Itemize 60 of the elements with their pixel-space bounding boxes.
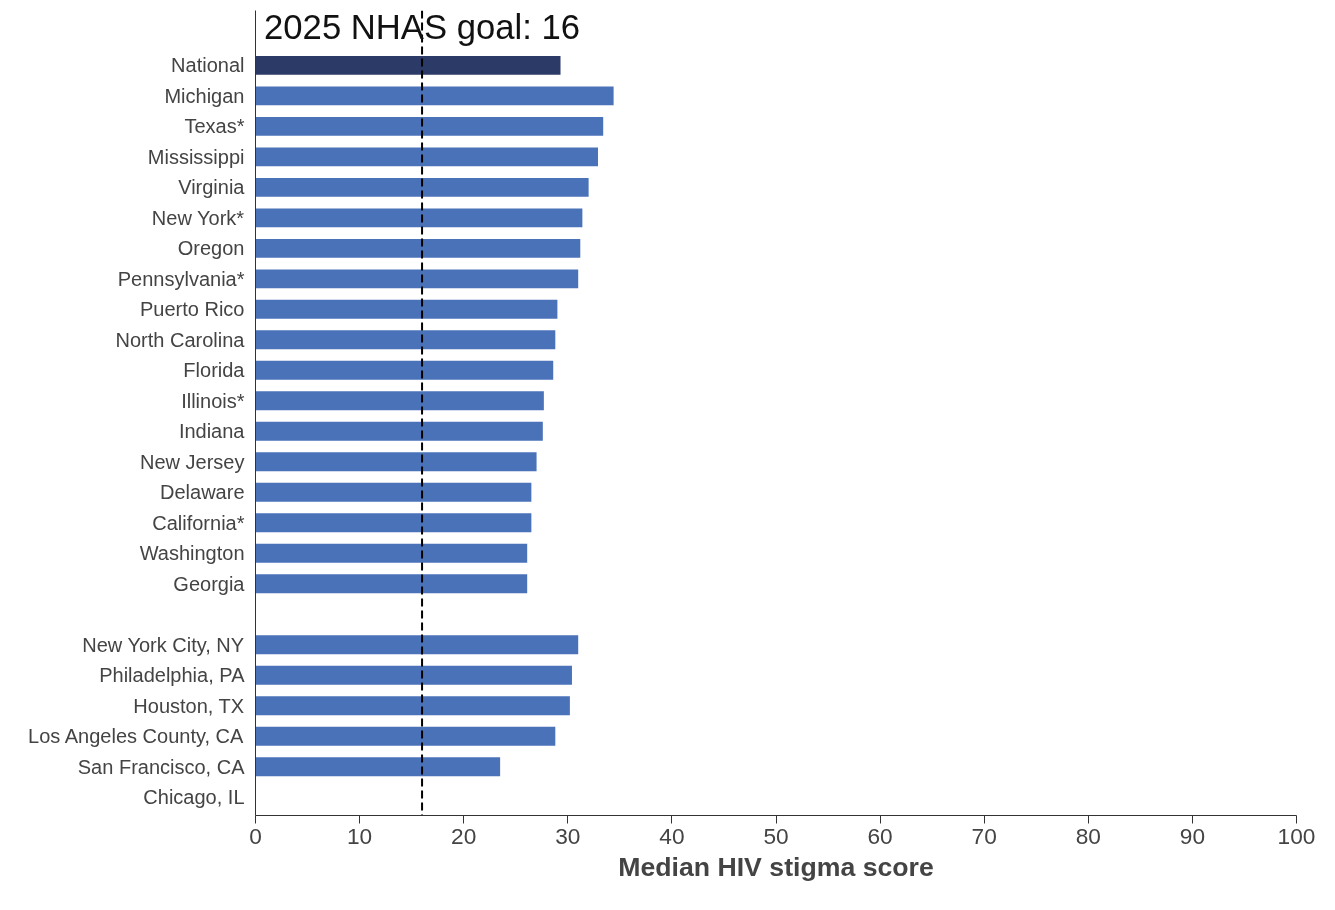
bar xyxy=(255,391,544,411)
bar xyxy=(255,147,598,167)
y-tick-label: Florida xyxy=(183,359,246,382)
y-tick-label: Mississippi xyxy=(147,145,245,168)
bar xyxy=(255,299,558,319)
bar xyxy=(255,360,554,380)
y-tick-label: San Francisco, CA xyxy=(77,755,246,778)
x-tick-label: 60 xyxy=(867,822,893,849)
y-tick-label: Philadelphia, PA xyxy=(99,664,246,687)
y-tick-label: Oregon xyxy=(177,237,245,260)
bar xyxy=(255,421,543,441)
bar xyxy=(255,635,579,655)
bar xyxy=(255,726,556,746)
y-tick-label: Illinois* xyxy=(181,389,245,412)
bar xyxy=(255,757,501,777)
bar xyxy=(255,177,589,197)
ref-line-label: 2025 NHAS goal: 16 xyxy=(264,8,581,47)
bar xyxy=(255,574,528,594)
bar xyxy=(255,269,579,289)
y-tick-label: New Jersey xyxy=(140,450,245,473)
x-tick-label: 0 xyxy=(249,822,262,849)
y-tick-label: Pennsylvania* xyxy=(117,267,245,290)
bar xyxy=(255,543,528,563)
bar xyxy=(255,208,583,228)
y-tick-label: Chicago, IL xyxy=(143,786,245,809)
bar xyxy=(255,452,537,472)
bar xyxy=(255,513,532,533)
y-tick-label: New York City, NY xyxy=(82,633,245,656)
bar xyxy=(255,55,561,75)
x-tick-label: 10 xyxy=(347,822,373,849)
bar xyxy=(255,116,604,136)
y-tick-label: Puerto Rico xyxy=(140,298,245,321)
x-axis-title: Median HIV stigma score xyxy=(618,851,934,882)
x-tick-label: 30 xyxy=(555,822,581,849)
y-tick-label: Georgia xyxy=(173,572,246,595)
x-tick-label: 100 xyxy=(1277,822,1316,849)
y-tick-label: Los Angeles County, CA xyxy=(28,725,245,748)
x-tick-label: 80 xyxy=(1075,822,1101,849)
y-tick-label: North Carolina xyxy=(115,328,246,351)
bar xyxy=(255,86,614,106)
bar xyxy=(255,330,556,350)
x-tick-label: 70 xyxy=(971,822,997,849)
y-tick-label: Virginia xyxy=(178,176,246,199)
y-tick-label: California* xyxy=(152,511,245,534)
bar xyxy=(255,696,570,716)
y-tick-label: New York* xyxy=(151,206,245,229)
y-tick-label: Delaware xyxy=(160,481,245,504)
y-tick-label: Houston, TX xyxy=(133,694,245,717)
bar xyxy=(255,482,532,502)
y-tick-label: Washington xyxy=(139,542,245,565)
y-tick-label: Indiana xyxy=(178,420,246,443)
y-tick-label: Michigan xyxy=(164,84,245,107)
x-tick-label: 50 xyxy=(763,822,789,849)
bar xyxy=(255,238,581,258)
bar xyxy=(255,665,572,685)
y-tick-label: Texas* xyxy=(184,115,245,138)
y-tick-label: National xyxy=(171,54,245,77)
x-tick-label: 90 xyxy=(1179,822,1205,849)
x-tick-label: 40 xyxy=(659,822,685,849)
x-tick-label: 20 xyxy=(451,822,477,849)
